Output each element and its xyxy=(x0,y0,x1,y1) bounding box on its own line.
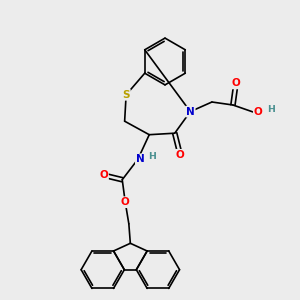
Text: S: S xyxy=(122,90,130,100)
Text: N: N xyxy=(136,154,145,164)
Text: O: O xyxy=(254,107,262,118)
Text: N: N xyxy=(186,106,195,117)
Text: H: H xyxy=(148,152,156,161)
Text: O: O xyxy=(121,197,130,207)
Text: O: O xyxy=(232,78,240,88)
Text: H: H xyxy=(267,105,275,114)
Text: O: O xyxy=(99,170,108,180)
Text: O: O xyxy=(176,150,184,160)
